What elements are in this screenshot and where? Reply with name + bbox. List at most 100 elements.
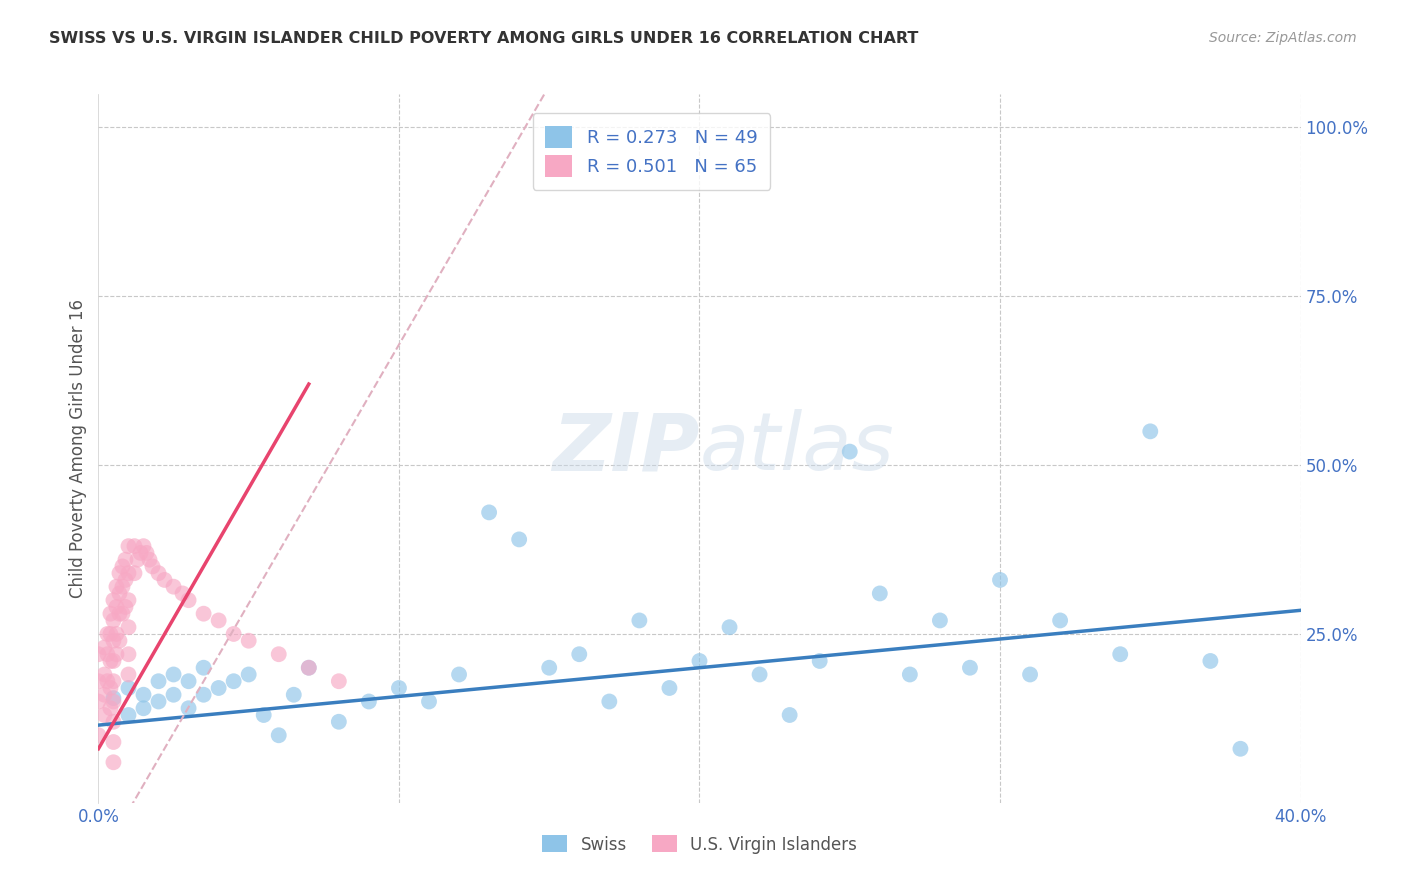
Point	[267, 647, 290, 661]
Point	[108, 607, 131, 621]
Point	[103, 735, 125, 749]
Point	[148, 694, 170, 708]
Point	[1139, 425, 1161, 439]
Point	[208, 681, 231, 695]
Point	[100, 701, 122, 715]
Point	[96, 627, 118, 641]
Point	[132, 688, 155, 702]
Point	[959, 661, 981, 675]
Point	[100, 681, 122, 695]
Point	[87, 694, 110, 708]
Point	[298, 661, 321, 675]
Point	[96, 647, 118, 661]
Point	[162, 580, 184, 594]
Text: ZIP: ZIP	[553, 409, 700, 487]
Point	[100, 654, 122, 668]
Point	[298, 661, 321, 675]
Point	[628, 614, 651, 628]
Point	[124, 566, 146, 581]
Point	[117, 681, 139, 695]
Point	[538, 661, 561, 675]
Point	[238, 633, 260, 648]
Point	[87, 647, 110, 661]
Point	[208, 614, 231, 628]
Point	[1199, 654, 1222, 668]
Point	[103, 691, 125, 706]
Point	[117, 708, 139, 723]
Point	[222, 627, 245, 641]
Point	[87, 674, 110, 689]
Point	[141, 559, 163, 574]
Point	[105, 627, 128, 641]
Point	[193, 661, 215, 675]
Point	[598, 694, 620, 708]
Point	[328, 674, 350, 689]
Point	[508, 533, 530, 547]
Point	[283, 688, 305, 702]
Point	[129, 546, 152, 560]
Point	[153, 573, 176, 587]
Point	[193, 607, 215, 621]
Point	[222, 674, 245, 689]
Point	[114, 552, 136, 566]
Point	[478, 505, 501, 519]
Point	[929, 614, 952, 628]
Point	[117, 539, 139, 553]
Point	[1109, 647, 1132, 661]
Point	[138, 552, 160, 566]
Point	[111, 580, 134, 594]
Point	[103, 633, 125, 648]
Point	[388, 681, 411, 695]
Point	[447, 667, 470, 681]
Point	[172, 586, 194, 600]
Point	[100, 607, 122, 621]
Point	[93, 667, 115, 681]
Point	[127, 552, 149, 566]
Point	[1019, 667, 1042, 681]
Point	[117, 620, 139, 634]
Point	[114, 599, 136, 614]
Point	[117, 647, 139, 661]
Point	[105, 647, 128, 661]
Point	[132, 701, 155, 715]
Point	[177, 593, 200, 607]
Point	[689, 654, 711, 668]
Point	[869, 586, 891, 600]
Point	[103, 694, 125, 708]
Point	[117, 593, 139, 607]
Y-axis label: Child Poverty Among Girls Under 16: Child Poverty Among Girls Under 16	[69, 299, 87, 598]
Point	[658, 681, 681, 695]
Point	[135, 546, 157, 560]
Point	[1229, 741, 1251, 756]
Text: SWISS VS U.S. VIRGIN ISLANDER CHILD POVERTY AMONG GIRLS UNDER 16 CORRELATION CHA: SWISS VS U.S. VIRGIN ISLANDER CHILD POVE…	[49, 31, 918, 46]
Point	[193, 688, 215, 702]
Point	[328, 714, 350, 729]
Point	[238, 667, 260, 681]
Point	[988, 573, 1011, 587]
Point	[748, 667, 770, 681]
Point	[103, 614, 125, 628]
Point	[838, 444, 860, 458]
Text: atlas: atlas	[700, 409, 894, 487]
Legend: Swiss, U.S. Virgin Islanders: Swiss, U.S. Virgin Islanders	[534, 827, 865, 862]
Point	[87, 728, 110, 742]
Point	[111, 607, 134, 621]
Point	[117, 667, 139, 681]
Point	[100, 627, 122, 641]
Point	[148, 566, 170, 581]
Point	[177, 674, 200, 689]
Point	[105, 599, 128, 614]
Point	[1049, 614, 1071, 628]
Point	[96, 674, 118, 689]
Point	[114, 573, 136, 587]
Point	[808, 654, 831, 668]
Point	[103, 714, 125, 729]
Point	[103, 756, 125, 770]
Point	[117, 566, 139, 581]
Point	[253, 708, 276, 723]
Point	[124, 539, 146, 553]
Point	[162, 667, 184, 681]
Point	[111, 559, 134, 574]
Point	[718, 620, 741, 634]
Point	[93, 640, 115, 655]
